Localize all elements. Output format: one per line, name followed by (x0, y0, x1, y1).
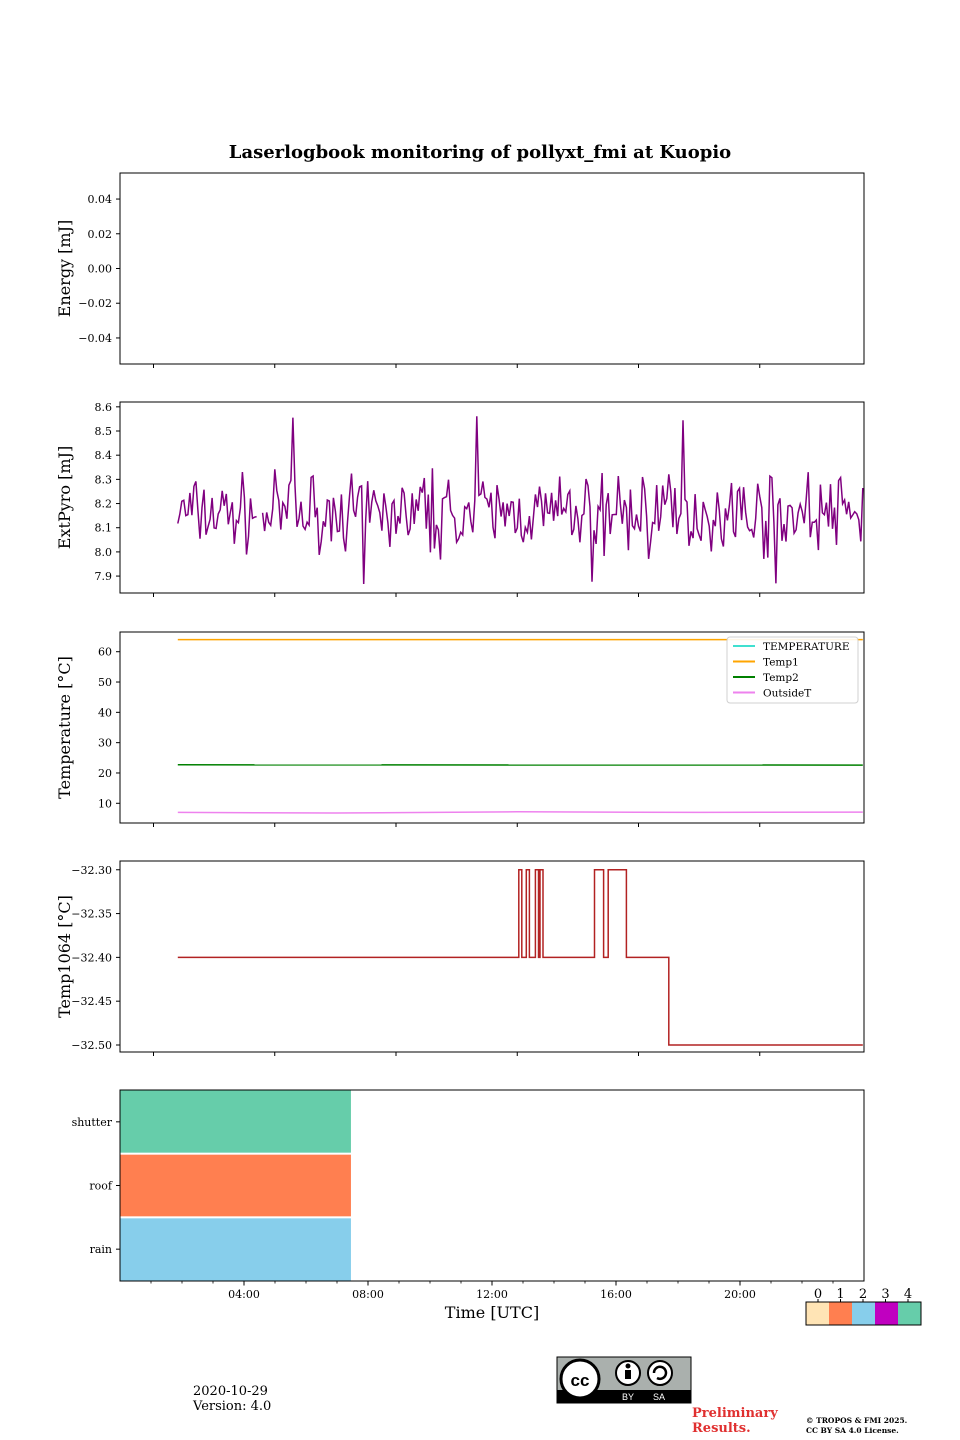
x-tick-label: 04:00 (228, 1288, 260, 1301)
copyright-line1: © TROPOS & FMI 2025. (806, 1416, 908, 1425)
extpyro-series-line (177, 416, 864, 585)
flag-row-label: rain (90, 1243, 112, 1256)
copyright-note: © TROPOS & FMI 2025. CC BY SA 4.0 Licens… (806, 1416, 907, 1436)
x-tick-label: 12:00 (476, 1288, 508, 1301)
y-tick-label: −32.40 (71, 951, 112, 964)
temperature-legend: TEMPERATURE Temp1 Temp2 OutsideT (726, 636, 859, 704)
x-tick-label: 08:00 (352, 1288, 384, 1301)
axis-frame-1 (119, 172, 865, 365)
figure-version: Version: 4.0 (193, 1399, 272, 1414)
y-tick-label: 50 (98, 676, 112, 689)
y-tick-label: −0.02 (78, 297, 112, 310)
preliminary-line2: Results. (692, 1421, 751, 1436)
sa-label: SA (653, 1392, 665, 1402)
y-tick-label: −32.45 (71, 995, 112, 1008)
legend-box (726, 636, 859, 704)
y-tick-label: −0.04 (78, 332, 112, 345)
by-icon-body (625, 1370, 631, 1379)
flag-row-label: shutter (72, 1116, 113, 1129)
colorbar-label: 1 (836, 1287, 844, 1302)
colorbar-swatch-3 (875, 1302, 898, 1325)
axis-frame-2 (119, 401, 865, 594)
y-axis-label: Temp1064 [°C] (55, 895, 74, 1018)
sa-icon-arrow (652, 1365, 668, 1380)
axis-frame-3 (119, 631, 865, 824)
sa-icon (647, 1360, 673, 1386)
cc-icon-text: cc (571, 1371, 590, 1390)
flag-cell-rain (120, 1218, 351, 1281)
y-tick-label: 7.9 (95, 570, 113, 583)
y-tick-label: 0.00 (88, 263, 113, 276)
by-icon-head (625, 1363, 631, 1369)
y-tick-label: 60 (98, 646, 112, 659)
y-tick-label: 8.1 (95, 522, 113, 535)
y-tick-label: 20 (98, 767, 112, 780)
y-tick-label: 8.0 (95, 546, 113, 559)
legend-entry: Temp1 (763, 657, 799, 669)
y-tick-label: 8.4 (95, 449, 113, 462)
figure-title: Laserlogbook monitoring of pollyxt_fmi a… (229, 142, 731, 163)
copyright-line2: CC BY SA 4.0 License. (806, 1426, 899, 1435)
y-tick-label: 8.5 (95, 425, 113, 438)
legend-entry: TEMPERATURE (763, 641, 850, 653)
colorbar-label: 3 (881, 1287, 889, 1302)
y-axis-label: Energy [mJ] (55, 220, 74, 318)
temp1064-series-line (177, 869, 863, 1046)
panels: 0.04 0.02 0.00 −0.02 −0.04 Energy [mJ] 8.6 8.5 8… (55, 172, 865, 1322)
colorbar-label: 0 (814, 1287, 822, 1302)
y-tick-label: 0.04 (88, 193, 113, 206)
colorbar-swatch-0 (806, 1302, 829, 1325)
colorbar-swatch-1 (829, 1302, 852, 1325)
legend-entry: Temp2 (763, 672, 799, 684)
temp-series-line-3 (177, 811, 863, 814)
figure-date: 2020-10-29 (193, 1384, 268, 1399)
y-tick-label: −32.50 (71, 1039, 112, 1052)
colorbar-swatch-2 (852, 1302, 875, 1325)
y-tick-label: −32.30 (71, 864, 112, 877)
y-tick-label: 40 (98, 706, 112, 719)
y-tick-label: 8.3 (95, 473, 113, 486)
x-tick-label: 20:00 (724, 1288, 756, 1301)
y-tick-label: 8.2 (95, 498, 113, 511)
cc-license-badge: cc BY SA (556, 1356, 692, 1404)
y-axis-label: Temperature [°C] (55, 656, 74, 799)
preliminary-line1: Preliminary (692, 1406, 778, 1421)
axis-frame-4 (119, 860, 865, 1053)
x-axis-label: Time [UTC] (445, 1303, 539, 1322)
colorbar-label: 4 (904, 1287, 912, 1302)
y-tick-label: 0.02 (88, 228, 113, 241)
by-label: BY (622, 1392, 634, 1402)
preliminary-note: Preliminary Results. (692, 1406, 778, 1436)
y-axis-label: ExtPyro [mJ] (55, 446, 74, 549)
y-tick-label: −32.35 (71, 908, 112, 921)
date-version-block: 2020-10-29 Version: 4.0 (193, 1384, 271, 1414)
y-tick-label: 10 (98, 797, 112, 810)
y-tick-label: 30 (98, 737, 112, 750)
legend-entry: OutsideT (763, 688, 811, 700)
flag-cell-roof (120, 1154, 351, 1217)
y-tick-label: 8.6 (95, 401, 113, 414)
colorbar-label: 2 (859, 1287, 867, 1302)
flag-row-label: roof (89, 1180, 113, 1193)
x-tick-label: 16:00 (600, 1288, 632, 1301)
flag-cell-shutter (120, 1090, 351, 1153)
cc-icon (559, 1358, 601, 1400)
colorbar-swatch-4 (898, 1302, 921, 1325)
